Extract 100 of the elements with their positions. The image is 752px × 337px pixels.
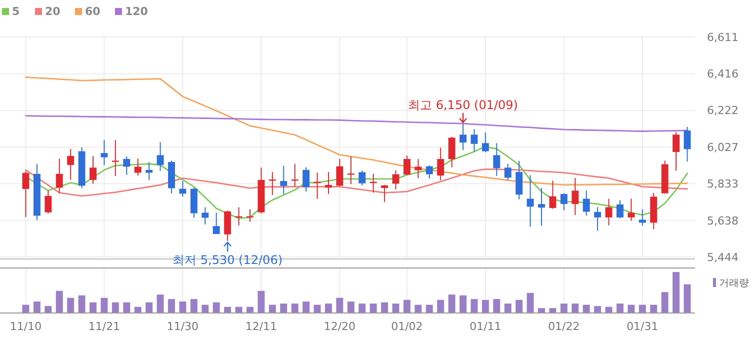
candlestick (684, 126, 691, 162)
candlestick (437, 147, 444, 181)
bar (628, 304, 635, 313)
annotation: 최저 5,530 (12/06) (172, 252, 283, 267)
bar (112, 302, 119, 313)
legend-label: 120 (125, 5, 148, 18)
candlestick (504, 163, 512, 181)
bar (67, 298, 74, 313)
bar (324, 304, 332, 313)
y-tick-label: 6,611 (707, 30, 738, 44)
x-tick-label: 01/31 (626, 320, 658, 333)
bar (414, 304, 422, 313)
candlestick (582, 190, 590, 216)
candlestick (616, 200, 624, 219)
legend-label: 60 (85, 5, 101, 18)
bar (190, 299, 198, 313)
candlestick (202, 206, 209, 225)
candlestick (549, 180, 556, 210)
candlestick (628, 198, 635, 222)
bar (212, 302, 220, 313)
candlestick (134, 158, 142, 176)
candlestick (100, 139, 108, 166)
bar (168, 299, 175, 313)
candlestick (302, 166, 310, 192)
bar (526, 292, 534, 313)
candlestick (526, 174, 534, 228)
candlestick (224, 210, 232, 242)
x-tick-label: 01/22 (548, 320, 580, 333)
x-tick-label: 11/30 (166, 320, 199, 333)
candlestick (336, 158, 344, 187)
bar (347, 302, 354, 313)
bar (370, 304, 377, 313)
bar (202, 304, 209, 313)
bar (493, 299, 500, 313)
legend-label: 5 (12, 5, 20, 18)
bar (302, 302, 310, 313)
bar (560, 304, 568, 313)
legend-label: 거래량 (719, 278, 749, 289)
bar (426, 304, 433, 313)
candlestick (594, 206, 602, 232)
candlestick (22, 170, 30, 218)
bar (638, 304, 646, 313)
bar (549, 308, 556, 313)
candlestick (403, 155, 410, 176)
candlestick (90, 156, 96, 184)
bar (78, 295, 86, 313)
bar (268, 304, 276, 313)
bar (224, 306, 232, 313)
y-tick-label: 6,222 (707, 104, 738, 118)
bar (358, 304, 366, 313)
candlestick (67, 148, 74, 180)
candlestick (572, 178, 579, 216)
bar (100, 298, 108, 313)
bar (146, 302, 153, 313)
bar (179, 302, 186, 313)
bar (123, 302, 130, 313)
bar (605, 306, 612, 313)
bar (572, 304, 579, 313)
bar (134, 306, 142, 313)
legend-label: 20 (45, 5, 61, 18)
candlestick (605, 198, 612, 226)
bar (460, 295, 466, 313)
bar (336, 298, 344, 313)
annotation: 최고 6,150 (01/09) (408, 98, 518, 112)
candlestick (156, 142, 164, 172)
candlestick (112, 139, 119, 176)
bar (381, 302, 388, 313)
candlestick (538, 188, 545, 226)
candlestick (482, 132, 489, 153)
bar (156, 294, 164, 313)
x-tick-label: 11/21 (88, 320, 120, 333)
y-tick-label: 5,444 (707, 250, 738, 264)
bar (650, 304, 658, 313)
bar (90, 302, 96, 313)
bar (56, 290, 63, 313)
bar (33, 302, 40, 313)
x-tick-label: 12/11 (245, 320, 278, 333)
y-tick-label: 5,833 (707, 178, 738, 191)
bar (582, 304, 590, 313)
candlestick (448, 136, 456, 168)
candlestick (358, 170, 366, 186)
candlestick (392, 170, 400, 190)
candlestick (324, 171, 332, 195)
bar (448, 294, 456, 313)
candlestick (179, 180, 186, 198)
candlestick (56, 158, 63, 194)
candlestick (280, 165, 288, 195)
bar (684, 284, 691, 313)
bar (291, 304, 298, 313)
y-tick-label: 5,638 (707, 214, 738, 228)
bar (437, 300, 444, 313)
bar (594, 306, 602, 313)
candlestick (672, 132, 680, 172)
y-tick-label: 6,416 (707, 68, 738, 81)
x-tick-label: 01/11 (470, 320, 502, 333)
bar (616, 304, 624, 313)
candlestick (414, 158, 422, 179)
bar (661, 292, 668, 313)
candlestick (460, 123, 466, 151)
x-tick-label: 11/10 (10, 320, 42, 333)
